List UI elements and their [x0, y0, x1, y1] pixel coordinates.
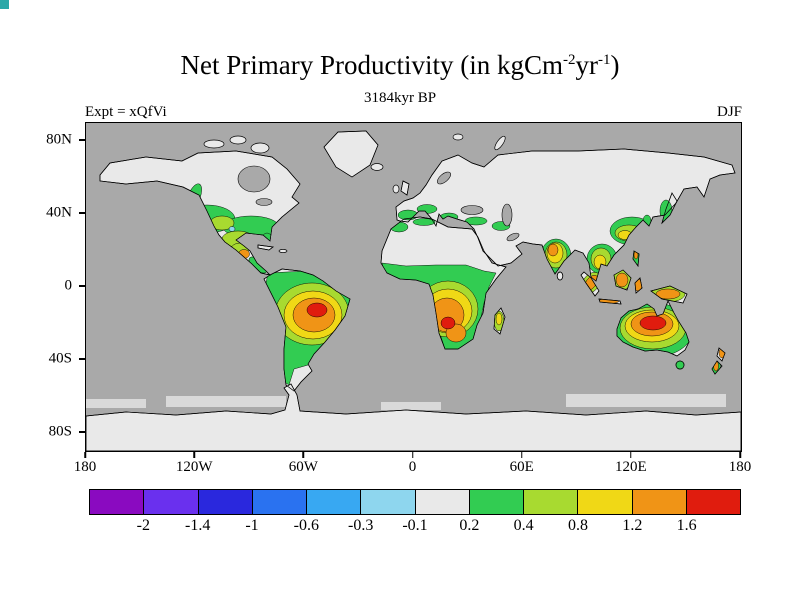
world-map-canvas: [86, 123, 741, 451]
colorbar-cell: [361, 490, 416, 514]
x-tick-mark: [411, 452, 414, 458]
landmasses: [86, 130, 741, 451]
y-tick-label: 40S: [48, 350, 72, 367]
inland-seas: [237, 165, 520, 242]
colorbar-tick-label: -1.4: [184, 517, 211, 534]
world-map: [85, 122, 742, 452]
experiment-label: Expt = xQfVi: [85, 104, 167, 120]
x-tick-mark: [84, 452, 86, 458]
colorbar-cell: [307, 490, 362, 514]
colorbar-cell: [686, 490, 740, 514]
x-tick-label: 0: [408, 459, 417, 475]
x-tick-label: 180: [728, 459, 752, 475]
x-tick-label: 60W: [288, 459, 318, 475]
x-tick-label: 180: [73, 459, 97, 475]
season-label: DJF: [716, 104, 742, 120]
title-superscript: -2: [562, 52, 576, 68]
x-tick-mark: [520, 452, 523, 458]
page-title: Net Primary Productivity (in kgCm-2yr-1): [0, 50, 800, 81]
black-sea: [460, 205, 484, 215]
longitude-axis: 180 120W 60W 0 60E 120E 180: [74, 452, 751, 484]
baffin-island: [250, 142, 270, 154]
colorbar-cell: [415, 490, 470, 514]
y-tick-label: 80S: [48, 423, 72, 440]
colorbar-cell: [144, 490, 199, 514]
x-tick-mark: [739, 452, 741, 458]
colorbar-cell: [469, 490, 524, 514]
subtitle-time-label: 3184kyr BP: [363, 90, 437, 106]
colorbar-tick-label: -0.6: [293, 517, 319, 534]
x-tick-label: 120E: [614, 459, 647, 475]
colorbar-cell: [198, 490, 253, 514]
colorbar-cell: [524, 490, 579, 514]
y-tick-mark: [79, 431, 85, 433]
ireland: [392, 184, 400, 194]
x-tick-mark: [302, 452, 305, 458]
iceland: [370, 163, 384, 171]
colorbar-cell: [578, 490, 633, 514]
sea-ice: [86, 394, 726, 410]
title-text-end: ): [610, 50, 620, 80]
x-tick-label: 60E: [509, 459, 534, 475]
colorbar-cell: [632, 490, 687, 514]
colorbar-tick-label: -0.3: [347, 517, 374, 534]
novaya-zemlya: [494, 135, 506, 151]
colorbar-tick-label: -2: [136, 517, 150, 534]
persian-gulf: [506, 232, 520, 242]
arctic-island: [229, 135, 247, 145]
title-superscript-2: -1: [597, 52, 611, 68]
npp-contour-fills: [178, 183, 726, 386]
colorbar-cell: [252, 490, 307, 514]
colorbar-cell: [90, 490, 145, 514]
title-text: Net Primary Productivity (in kgCm: [180, 50, 563, 80]
x-tick-label: 120W: [175, 459, 213, 475]
svalbard: [452, 133, 464, 141]
y-tick-label: 0: [64, 277, 73, 294]
x-tick-mark: [193, 452, 195, 458]
great-lakes: [255, 198, 273, 206]
colorbar-tick-label: -1: [245, 517, 259, 534]
colorbar-tick-label: -0.1: [402, 517, 428, 534]
colorbar-tick-label: 0.4: [513, 517, 534, 534]
y-tick-label: 40N: [46, 204, 72, 221]
colorbar-tick-label: 0.2: [459, 517, 480, 534]
colorbar-tick-label: 1.6: [676, 517, 697, 534]
y-tick-mark: [79, 285, 85, 287]
colorbar: [89, 489, 741, 515]
colorbar-labels: -2 -1.4 -1 -0.6 -0.3 -0.1 0.2 0.4 0.8 1.2 1.6: [89, 517, 741, 539]
colorbar-tick-label: 1.2: [622, 517, 643, 534]
colorbar-tick-label: 0.8: [568, 517, 588, 534]
y-tick-label: 80N: [46, 131, 72, 148]
y-tick-mark: [79, 139, 85, 141]
hudson-bay: [237, 165, 271, 193]
baltic-sea: [437, 171, 451, 185]
hispaniola: [278, 249, 288, 253]
corner-mark: [0, 0, 9, 9]
x-tick-mark: [630, 452, 632, 458]
y-tick-mark: [79, 212, 85, 214]
y-tick-mark: [79, 358, 85, 360]
caspian-sea: [501, 203, 513, 227]
title-text-mid: yr: [575, 50, 598, 80]
latitude-axis: 80N 40N 0 40S 80S: [0, 122, 85, 450]
arctic-island: [203, 139, 225, 149]
